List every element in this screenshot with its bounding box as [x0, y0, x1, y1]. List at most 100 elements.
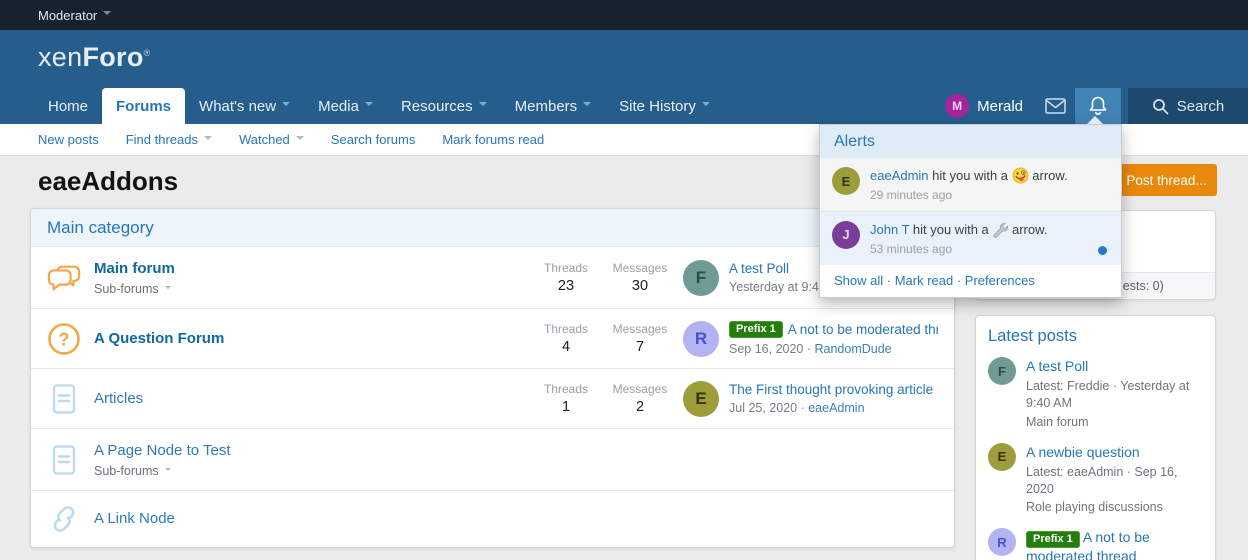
nav-forums[interactable]: Forums	[102, 88, 186, 124]
category-header[interactable]: Main category	[31, 209, 954, 246]
forum-row-articles: Articles Threads 1 Messages 2 E The First …	[31, 368, 954, 428]
prefix-badge: Prefix 1	[1026, 531, 1080, 549]
nav-media[interactable]: Media	[304, 88, 387, 124]
staff-bar: Moderator	[0, 0, 1248, 30]
page-title: eaeAddons	[38, 166, 179, 196]
main-category-panel: Main category Main forum Sub-forums Thre…	[30, 208, 955, 548]
mark-read-link[interactable]: Mark read	[883, 273, 953, 288]
nav-site-history[interactable]: Site History	[605, 88, 724, 124]
alerts-footer: Show allMark readPreferences	[820, 265, 1121, 297]
avatar[interactable]: E	[683, 380, 719, 417]
alert-item[interactable]: J John T hit you with a arrow. 53 minute…	[820, 210, 1121, 265]
threads-stat: Threads 4	[543, 322, 589, 355]
latest-thread-link[interactable]: The First thought provoking article	[729, 382, 934, 397]
thread-meta: Latest: Freddie · Yesterday at 9:40 AM	[1026, 379, 1190, 410]
question-circle-icon: ?	[48, 322, 80, 355]
alert-time: 29 minutes ago	[870, 187, 953, 202]
forum-row-question-forum: ? A Question Forum Threads 4 Messages 7 R …	[31, 308, 954, 368]
chevron-down-icon	[103, 11, 112, 19]
main-nav: Home Forums What's new Media Resources M…	[34, 88, 724, 124]
moderator-menu[interactable]: Moderator	[38, 7, 112, 23]
subnav-watched[interactable]: Watched	[239, 132, 304, 147]
subnav-find-threads[interactable]: Find threads	[126, 132, 212, 147]
unread-indicator-dot[interactable]	[1098, 245, 1107, 255]
user-link[interactable]: eaeAdmin	[870, 168, 929, 183]
thread-forum: Main forum	[1026, 414, 1089, 429]
avatar[interactable]: E	[832, 167, 860, 195]
latest-user-link[interactable]: RandomDude	[807, 342, 892, 356]
avatar[interactable]: J	[832, 220, 860, 249]
messages-stat: Messages 2	[612, 382, 668, 415]
chevron-down-icon	[583, 102, 592, 110]
threads-stat: Threads 1	[543, 382, 589, 415]
subforums-toggle[interactable]: Sub-forums	[94, 464, 171, 478]
preferences-link[interactable]: Preferences	[953, 273, 1035, 288]
search-button[interactable]: Search	[1128, 88, 1248, 124]
list-item: F A test Poll Latest: Freddie · Yesterda…	[988, 357, 1203, 431]
latest-posts-title[interactable]: Latest posts	[988, 327, 1077, 345]
chevron-down-icon	[164, 467, 171, 474]
forum-link[interactable]: A Question Forum	[94, 329, 225, 347]
nav-members[interactable]: Members	[501, 88, 606, 124]
nav-resources[interactable]: Resources	[387, 88, 501, 124]
forum-link[interactable]: A Page Node to Test	[94, 441, 231, 459]
search-icon	[1152, 98, 1169, 114]
thread-link[interactable]: Prefix 1 A not to be moderated thread	[1026, 529, 1150, 560]
zany-face-emoji	[1012, 167, 1029, 184]
nav-home[interactable]: Home	[48, 97, 89, 115]
subnav-search-forums[interactable]: Search forums	[330, 132, 416, 147]
nav-whats-new[interactable]: What's new	[185, 88, 304, 124]
avatar[interactable]: R	[988, 528, 1016, 557]
page-icon	[52, 444, 76, 475]
thread-link[interactable]: A newbie question	[1026, 443, 1140, 460]
forum-link[interactable]: Articles	[94, 389, 144, 407]
latest-posts-card: Latest posts F A test Poll Latest: Fredd…	[975, 315, 1216, 560]
chevron-down-icon	[478, 102, 487, 110]
inbox-button[interactable]	[1035, 88, 1075, 124]
alert-item[interactable]: E eaeAdmin hit you with a arrow. 29 minu…	[820, 158, 1121, 211]
subnav-new-posts[interactable]: New posts	[38, 132, 99, 147]
threads-stat: Threads 23	[543, 261, 589, 294]
post-thread-button[interactable]: Post thread...	[1116, 164, 1217, 196]
thread-meta: Latest: eaeAdmin · Sep 16, 2020	[1026, 464, 1178, 496]
xenforo-logo[interactable]: xenForo®	[38, 42, 151, 72]
moderator-menu-label: Moderator	[38, 7, 98, 23]
show-all-link[interactable]: Show all	[834, 272, 884, 288]
user-link[interactable]: John T	[870, 221, 910, 237]
chevron-down-icon	[364, 102, 373, 110]
avatar[interactable]: R	[683, 320, 719, 357]
avatar[interactable]: F	[683, 259, 719, 296]
bell-icon	[1089, 96, 1107, 115]
thread-link[interactable]: A test Poll	[1026, 358, 1089, 374]
messages-stat: Messages 7	[612, 322, 668, 355]
avatar[interactable]: E	[988, 442, 1016, 471]
link-icon	[53, 506, 75, 532]
chevron-down-icon	[203, 135, 212, 144]
subforums-toggle[interactable]: Sub-forums	[94, 282, 171, 296]
svg-text:?: ?	[59, 329, 70, 349]
subnav-mark-forums-read[interactable]: Mark forums read	[442, 132, 545, 147]
list-item: E A newbie question Latest: eaeAdmin · S…	[988, 442, 1203, 517]
username: Merald	[977, 97, 1023, 115]
alerts-popup-caret	[1087, 108, 1103, 124]
header-controls: M Merald Search	[933, 88, 1248, 124]
list-item: R Prefix 1 A not to be moderated thread	[988, 528, 1203, 560]
forum-link[interactable]: Main forum	[94, 259, 175, 277]
latest-user-link[interactable]: eaeAdmin	[801, 401, 865, 415]
chevron-down-icon	[282, 102, 291, 110]
wrench-emoji	[993, 222, 1009, 238]
alert-time: 53 minutes ago	[870, 241, 953, 256]
alerts-popup: Alerts E eaeAdmin hit you with a arrow. …	[819, 124, 1122, 298]
envelope-icon	[1044, 98, 1066, 114]
chevron-down-icon	[164, 285, 171, 292]
thread-forum: Role playing discussions	[1026, 500, 1163, 515]
account-menu[interactable]: M Merald	[933, 88, 1035, 124]
site-header: xenForo® Home Forums What's new Media Re…	[0, 30, 1248, 124]
latest-thread-link[interactable]: A test Poll	[729, 261, 790, 276]
avatar[interactable]: F	[988, 357, 1016, 385]
forum-link[interactable]: A Link Node	[94, 510, 175, 527]
search-label: Search	[1176, 97, 1225, 115]
